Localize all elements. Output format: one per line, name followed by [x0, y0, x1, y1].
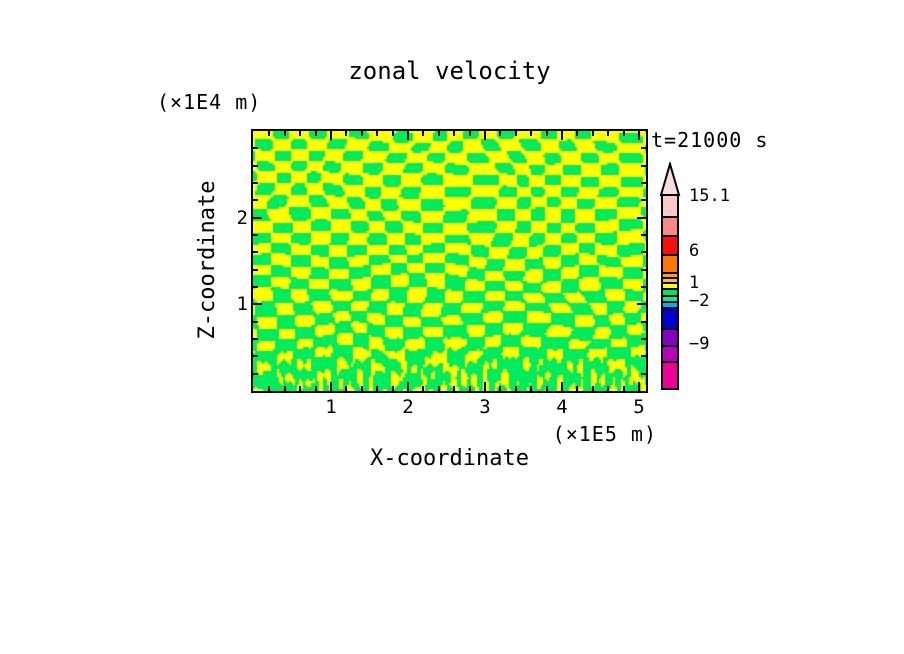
- plot-area: [251, 129, 648, 393]
- colorbar-tick-label: 15.1: [689, 186, 730, 207]
- colorbar-segment: [663, 301, 677, 307]
- colorbar: [661, 194, 679, 390]
- y-tick-label: 2: [236, 207, 248, 229]
- plot-title: zonal velocity: [348, 57, 551, 85]
- y-tick-label: 1: [236, 293, 248, 315]
- colorbar-segment: [663, 345, 677, 361]
- colorbar-tick-label: 1: [689, 273, 700, 294]
- colorbar-segment: [663, 288, 677, 295]
- colorbar-tick-label: −2: [689, 290, 710, 311]
- x-tick-label: 3: [479, 396, 491, 418]
- colorbar-segment: [663, 282, 677, 288]
- colorbar-tick-label: 6: [689, 240, 700, 261]
- x-tick-label: 5: [633, 396, 645, 418]
- colorbar-tick-label: −9: [689, 333, 710, 354]
- x-axis-unit-label: (×1E5 m): [552, 422, 657, 446]
- colorbar-segment: [663, 254, 677, 272]
- colorbar-segment: [663, 235, 677, 254]
- colorbar-segment: [663, 277, 677, 282]
- colorbar-segment: [663, 295, 677, 301]
- y-axis-title: Z-coordinate: [195, 180, 220, 340]
- x-tick-label: 2: [402, 396, 414, 418]
- x-axis-title: X-coordinate: [370, 446, 529, 471]
- y-axis-unit-label: (×1E4 m): [157, 90, 262, 114]
- colorbar-arrow: [659, 162, 681, 196]
- colorbar-segment: [663, 272, 677, 277]
- velocity-field-canvas: [253, 131, 646, 391]
- x-tick-label: 1: [325, 396, 337, 418]
- x-tick-label: 4: [556, 396, 568, 418]
- colorbar-segment: [663, 196, 677, 216]
- colorbar-segment: [663, 361, 677, 388]
- colorbar-segment: [663, 216, 677, 235]
- colorbar-segment: [663, 307, 677, 328]
- time-annotation: t=21000 s: [651, 128, 769, 152]
- colorbar-segment: [663, 328, 677, 345]
